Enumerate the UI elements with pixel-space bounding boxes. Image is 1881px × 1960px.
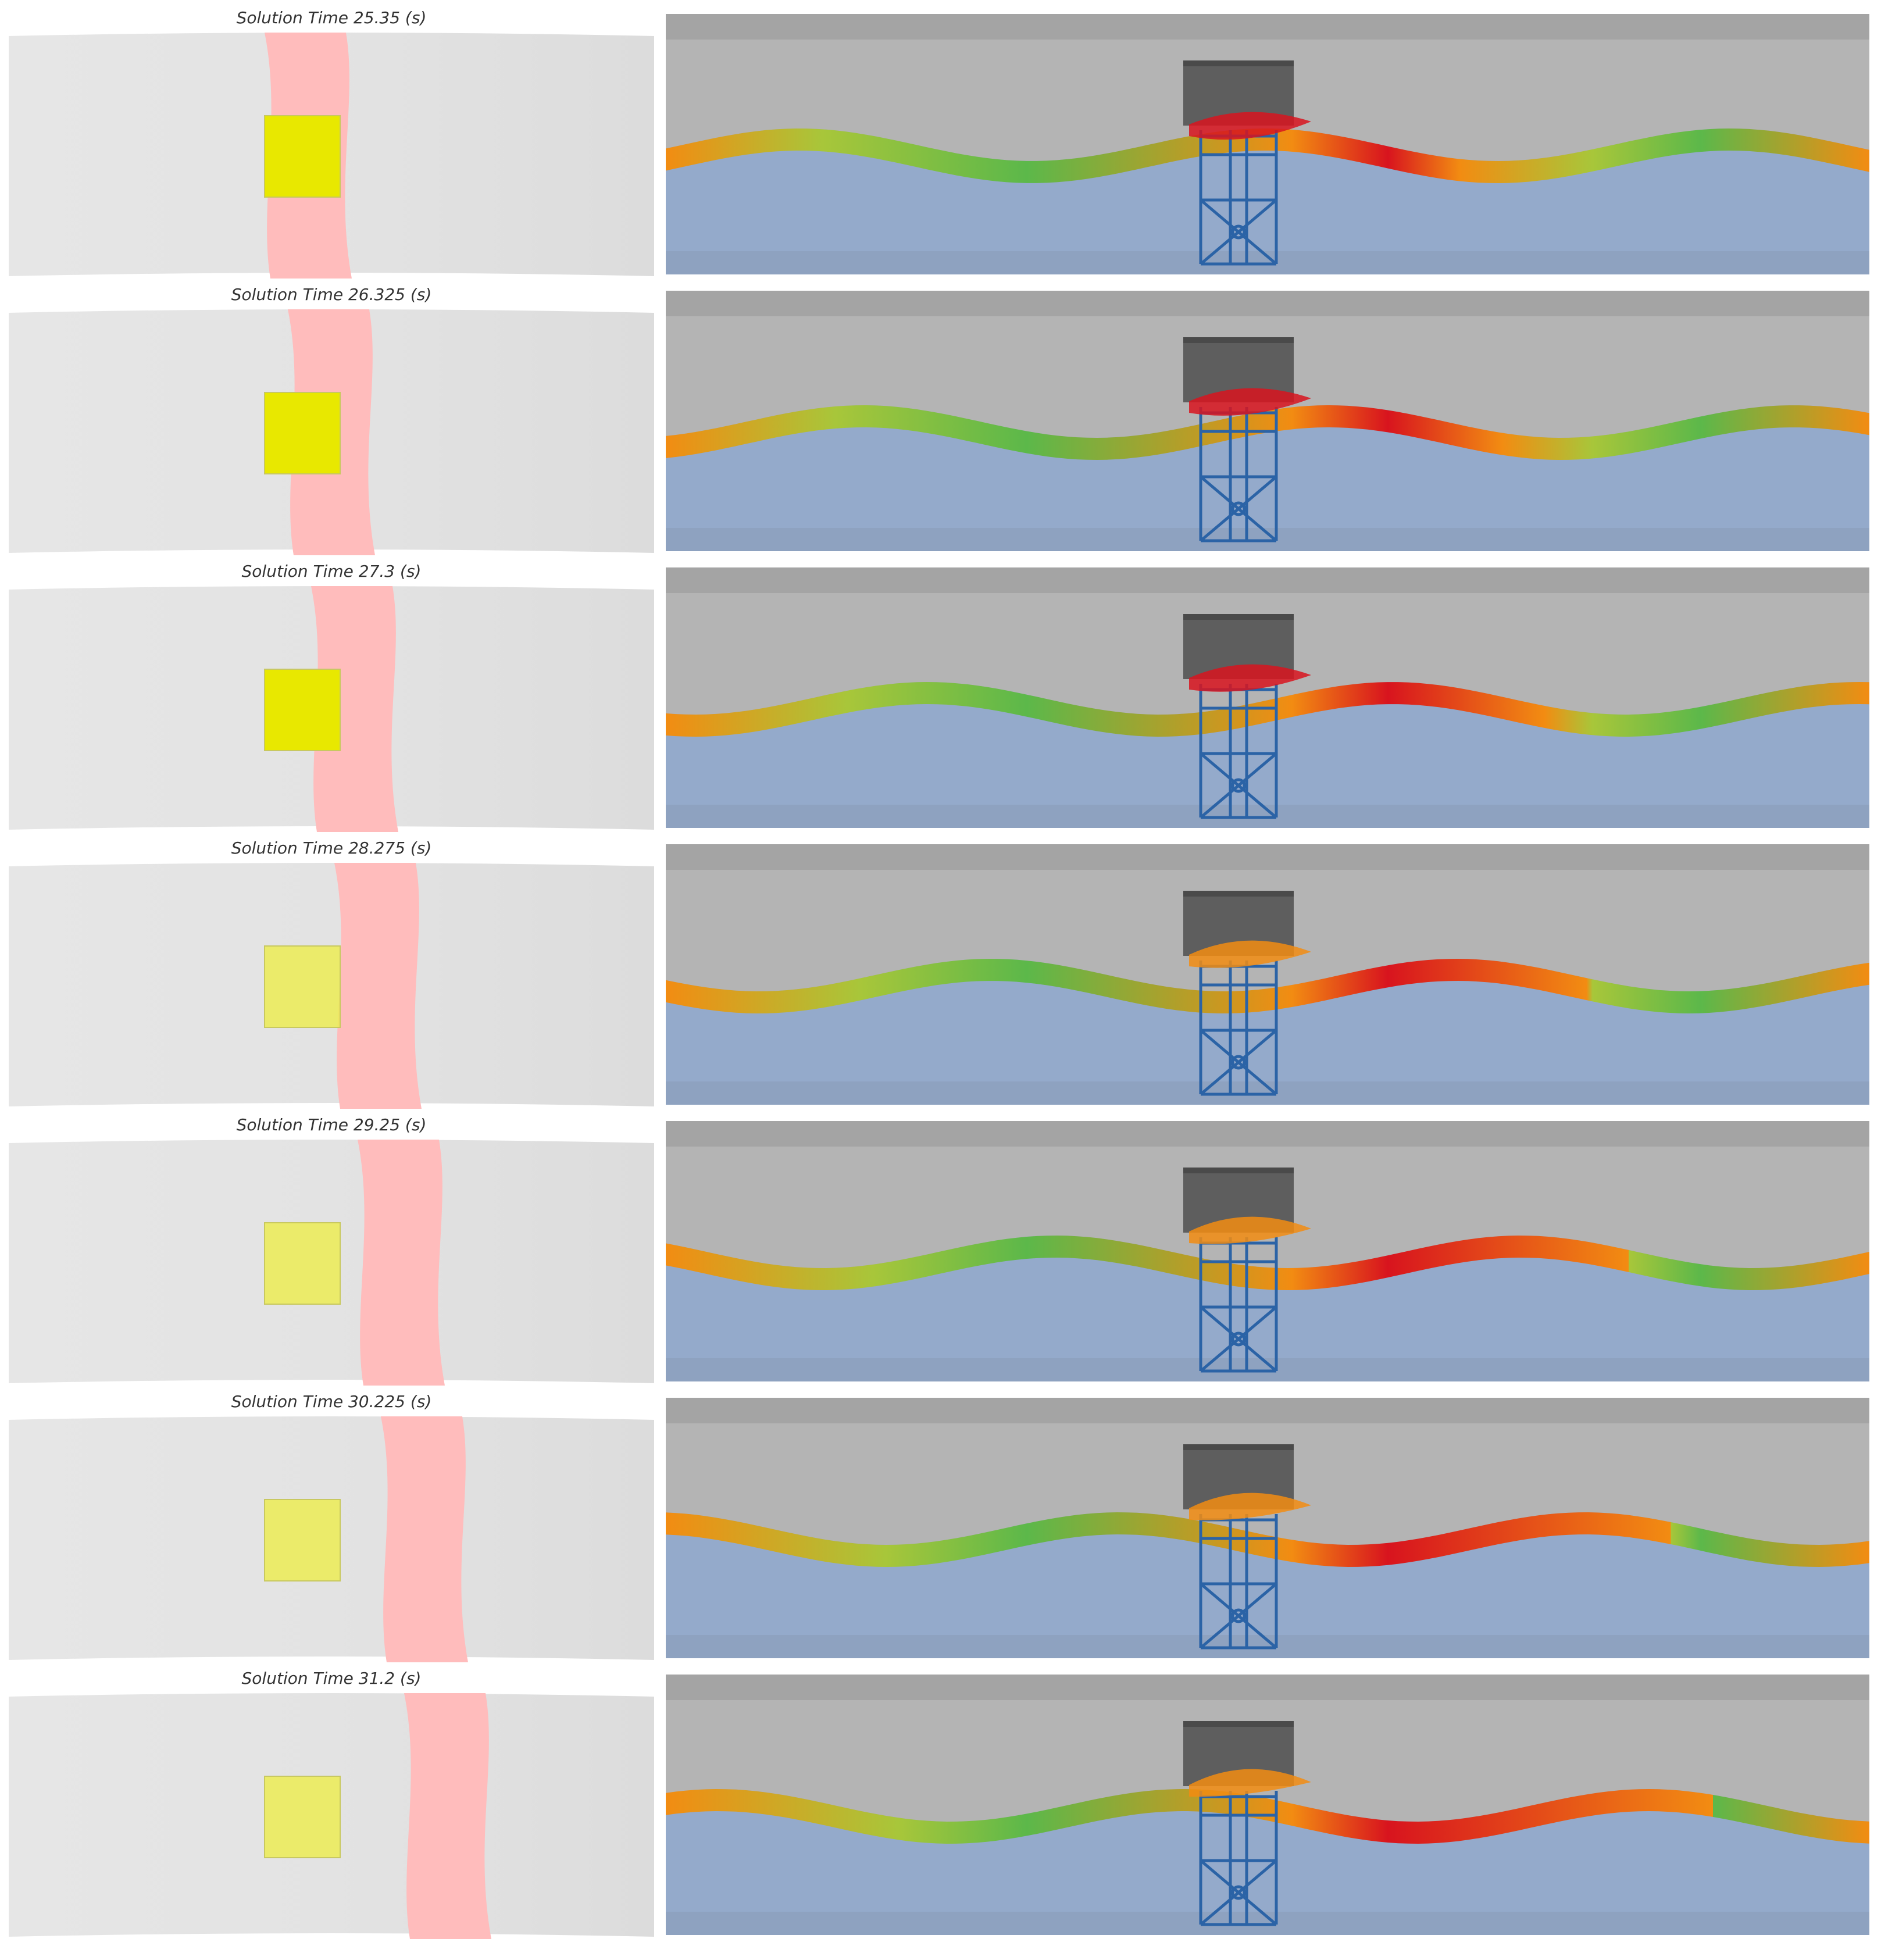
platform-deck-plan: [264, 1222, 341, 1305]
air-top-band: [666, 1121, 1869, 1147]
deck-roof-edge: [1183, 891, 1294, 897]
side-view-panel: [666, 1121, 1869, 1381]
plan-view-panel: [9, 308, 654, 555]
plan-view: [9, 586, 654, 832]
free-surface-band: [666, 959, 1869, 1013]
plan-view: [9, 863, 654, 1109]
wave-crest-band: [404, 1693, 491, 1939]
plan-view-panel: [9, 1138, 654, 1386]
side-view-panel: [666, 844, 1869, 1105]
side-view-panel: [666, 567, 1869, 828]
wave-crest-band: [334, 863, 422, 1109]
side-view-panel: [666, 1675, 1869, 1935]
deck-impact-splash: [1189, 1769, 1311, 1797]
deck-impact-splash: [1189, 1493, 1311, 1520]
wave-crest-band: [358, 1140, 445, 1386]
air-top-band: [666, 1398, 1869, 1423]
deck-impact-splash: [1189, 940, 1311, 968]
plan-view: [9, 1140, 654, 1386]
plan-view: [9, 33, 654, 279]
plan-view-panel: [9, 585, 654, 832]
side-view: [666, 291, 1869, 551]
deck-roof-edge: [1183, 60, 1294, 66]
side-view: [666, 567, 1869, 828]
air-top-band: [666, 291, 1869, 316]
plan-view-panel: [9, 31, 654, 279]
plan-view: [9, 1693, 654, 1939]
deck-impact-splash: [1189, 1216, 1311, 1244]
platform-deck-plan: [264, 1776, 341, 1858]
platform-deck-plan: [264, 1499, 341, 1581]
side-view-panel: [666, 291, 1869, 551]
platform-deck-plan: [264, 115, 341, 198]
side-view: [666, 844, 1869, 1105]
plan-view: [9, 309, 654, 555]
deck-roof-edge: [1183, 1168, 1294, 1173]
air-top-band: [666, 14, 1869, 40]
side-view: [666, 14, 1869, 274]
air-top-band: [666, 844, 1869, 870]
solution-time-label: Solution Time 29.25 (s): [236, 1115, 427, 1134]
air-top-band: [666, 1675, 1869, 1700]
side-view: [666, 1121, 1869, 1381]
wave-crest-band: [311, 586, 398, 832]
solution-time-label: Solution Time 28.275 (s): [231, 838, 432, 858]
side-view-panel: [666, 14, 1869, 274]
jacket-structure: [1199, 961, 1278, 1096]
wave-crest-band: [381, 1416, 468, 1662]
deck-roof-edge: [1183, 1444, 1294, 1450]
air-top-band: [666, 567, 1869, 593]
deck-impact-splash: [1189, 664, 1311, 692]
free-surface-band: [666, 1236, 1869, 1290]
side-view: [666, 1398, 1869, 1658]
deck-roof-edge: [1183, 614, 1294, 620]
plan-view: [9, 1416, 654, 1662]
deck-roof-edge: [1183, 1721, 1294, 1727]
side-view: [666, 1675, 1869, 1935]
deck-impact-splash: [1189, 112, 1311, 140]
deck-impact-splash: [1189, 388, 1311, 416]
deck-roof-edge: [1183, 337, 1294, 343]
jacket-structure: [1199, 1791, 1278, 1926]
solution-time-label: Solution Time 25.35 (s): [236, 8, 427, 27]
solution-time-label: Solution Time 27.3 (s): [241, 562, 422, 581]
solution-time-label: Solution Time 30.225 (s): [231, 1392, 432, 1411]
plan-view-panel: [9, 862, 654, 1109]
plan-view-panel: [9, 1415, 654, 1662]
platform-deck-plan: [264, 669, 341, 751]
jacket-structure: [1199, 130, 1278, 266]
solution-time-label: Solution Time 31.2 (s): [241, 1669, 422, 1688]
platform-deck-plan: [264, 392, 341, 474]
side-view-panel: [666, 1398, 1869, 1658]
platform-deck-plan: [264, 945, 341, 1028]
solution-time-label: Solution Time 26.325 (s): [231, 285, 432, 304]
jacket-structure: [1199, 407, 1278, 542]
plan-view-panel: [9, 1692, 654, 1939]
jacket-structure: [1199, 1237, 1278, 1373]
free-surface-band: [666, 128, 1869, 183]
jacket-structure: [1199, 1514, 1278, 1650]
